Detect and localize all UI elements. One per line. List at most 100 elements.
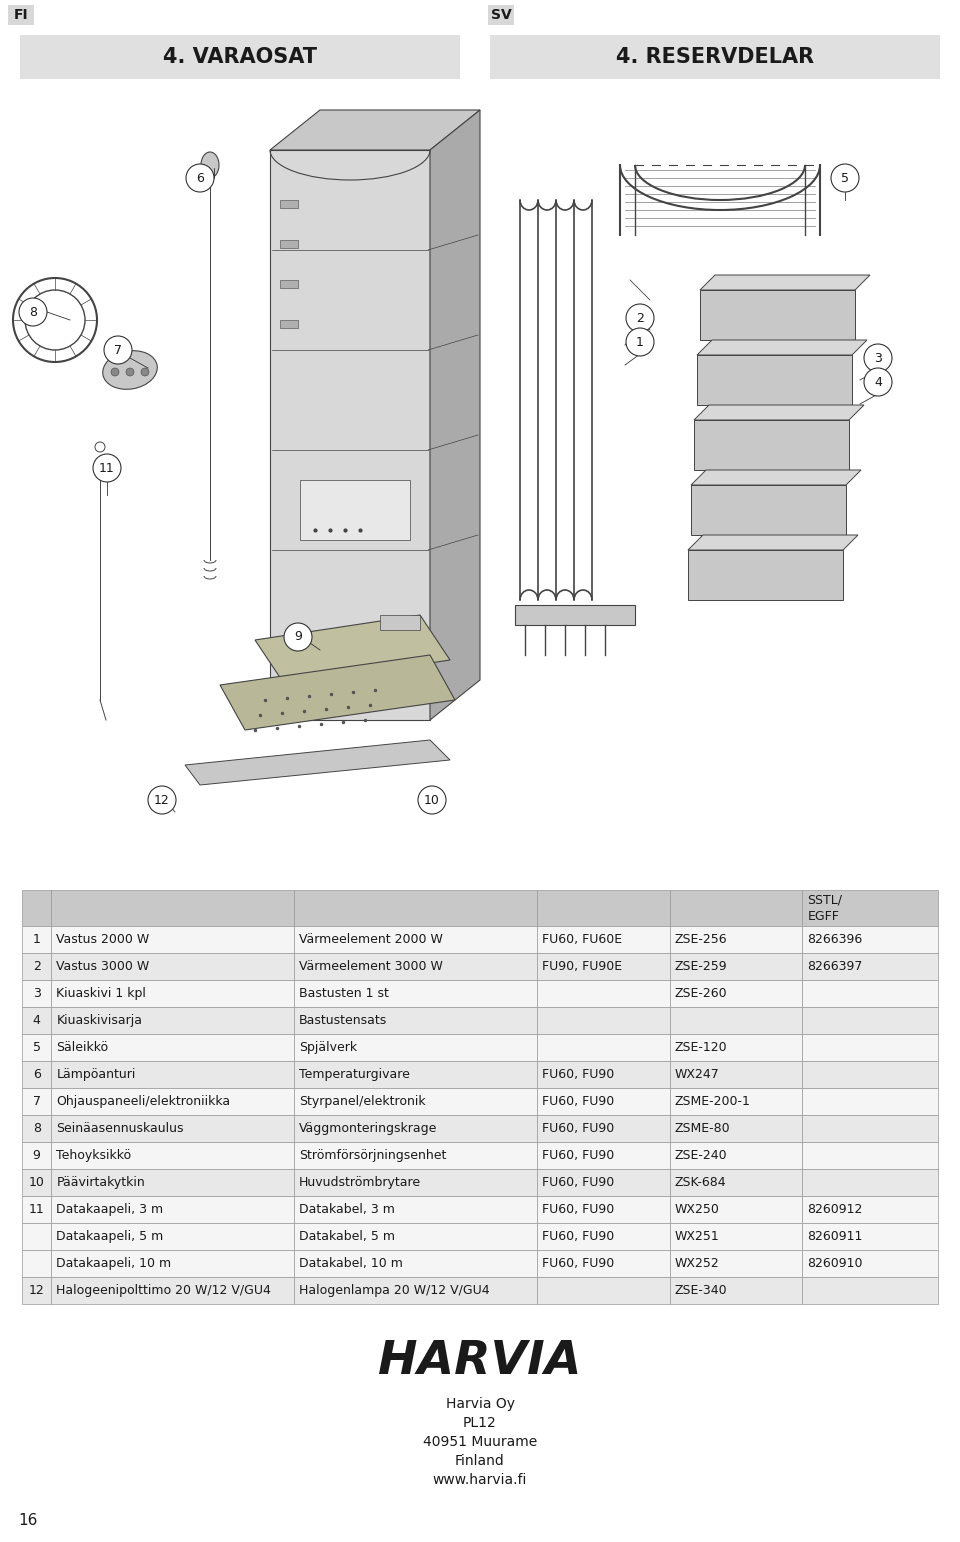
Text: ZSE-259: ZSE-259 bbox=[675, 961, 728, 973]
FancyBboxPatch shape bbox=[294, 1197, 537, 1223]
Text: Kiuaskivi 1 kpl: Kiuaskivi 1 kpl bbox=[57, 987, 146, 1001]
Text: ZSE-120: ZSE-120 bbox=[675, 1041, 728, 1055]
FancyBboxPatch shape bbox=[670, 1007, 803, 1035]
Ellipse shape bbox=[201, 153, 219, 177]
FancyBboxPatch shape bbox=[51, 1169, 294, 1197]
Text: 11: 11 bbox=[29, 1203, 44, 1217]
Text: WX247: WX247 bbox=[675, 1069, 719, 1081]
FancyBboxPatch shape bbox=[803, 1035, 938, 1061]
Circle shape bbox=[93, 453, 121, 483]
FancyBboxPatch shape bbox=[537, 1143, 670, 1169]
Text: 8260912: 8260912 bbox=[807, 1203, 863, 1217]
Text: WX251: WX251 bbox=[675, 1231, 719, 1243]
Text: 10: 10 bbox=[424, 794, 440, 806]
FancyBboxPatch shape bbox=[22, 1061, 51, 1089]
FancyBboxPatch shape bbox=[537, 1007, 670, 1035]
Text: Väggmonteringskrage: Väggmonteringskrage bbox=[300, 1123, 438, 1135]
Text: ZSK-684: ZSK-684 bbox=[675, 1177, 726, 1189]
Text: 8: 8 bbox=[33, 1123, 40, 1135]
Text: Bastusten 1 st: Bastusten 1 st bbox=[300, 987, 389, 1001]
FancyBboxPatch shape bbox=[537, 1035, 670, 1061]
FancyBboxPatch shape bbox=[22, 1035, 51, 1061]
FancyBboxPatch shape bbox=[803, 1277, 938, 1305]
Text: 1: 1 bbox=[33, 933, 40, 945]
FancyBboxPatch shape bbox=[51, 1143, 294, 1169]
FancyBboxPatch shape bbox=[51, 1115, 294, 1143]
Text: 4. VARAOSAT: 4. VARAOSAT bbox=[163, 46, 317, 66]
Text: SSTL/
EGFF: SSTL/ EGFF bbox=[807, 893, 843, 922]
Polygon shape bbox=[697, 339, 867, 355]
Polygon shape bbox=[430, 109, 480, 720]
FancyBboxPatch shape bbox=[803, 1061, 938, 1089]
Text: 8266396: 8266396 bbox=[807, 933, 863, 945]
Text: 2: 2 bbox=[33, 961, 40, 973]
Text: 9: 9 bbox=[33, 1149, 40, 1163]
Text: 16: 16 bbox=[18, 1513, 37, 1528]
Text: 5: 5 bbox=[841, 171, 849, 185]
FancyBboxPatch shape bbox=[22, 1251, 51, 1277]
Polygon shape bbox=[694, 406, 864, 419]
Text: Halogeenipolttimo 20 W/12 V/GU4: Halogeenipolttimo 20 W/12 V/GU4 bbox=[57, 1284, 271, 1297]
Text: PL12: PL12 bbox=[463, 1416, 497, 1429]
FancyBboxPatch shape bbox=[22, 1197, 51, 1223]
Text: Vastus 2000 W: Vastus 2000 W bbox=[57, 933, 150, 945]
Polygon shape bbox=[270, 109, 480, 150]
Text: 12: 12 bbox=[29, 1284, 44, 1297]
FancyBboxPatch shape bbox=[670, 890, 803, 927]
Text: Huvudströmbrytare: Huvudströmbrytare bbox=[300, 1177, 421, 1189]
Polygon shape bbox=[691, 486, 846, 535]
FancyBboxPatch shape bbox=[537, 1277, 670, 1305]
Circle shape bbox=[141, 369, 149, 376]
FancyBboxPatch shape bbox=[670, 1251, 803, 1277]
Text: FU60, FU90: FU60, FU90 bbox=[541, 1123, 614, 1135]
FancyBboxPatch shape bbox=[670, 981, 803, 1007]
FancyBboxPatch shape bbox=[22, 1223, 51, 1251]
Circle shape bbox=[284, 623, 312, 651]
Text: Värmeelement 3000 W: Värmeelement 3000 W bbox=[300, 961, 443, 973]
Text: Finland: Finland bbox=[455, 1454, 505, 1468]
Text: WX252: WX252 bbox=[675, 1257, 719, 1271]
FancyBboxPatch shape bbox=[22, 927, 51, 953]
Text: ZSME-80: ZSME-80 bbox=[675, 1123, 731, 1135]
FancyBboxPatch shape bbox=[294, 1277, 537, 1305]
FancyBboxPatch shape bbox=[294, 1089, 537, 1115]
Text: 8266397: 8266397 bbox=[807, 961, 863, 973]
FancyBboxPatch shape bbox=[8, 5, 34, 25]
FancyBboxPatch shape bbox=[20, 35, 460, 79]
FancyBboxPatch shape bbox=[51, 1089, 294, 1115]
Text: 8260910: 8260910 bbox=[807, 1257, 863, 1271]
FancyBboxPatch shape bbox=[51, 1251, 294, 1277]
Text: 8260911: 8260911 bbox=[807, 1231, 863, 1243]
FancyBboxPatch shape bbox=[294, 1061, 537, 1089]
FancyBboxPatch shape bbox=[51, 953, 294, 981]
FancyBboxPatch shape bbox=[670, 1277, 803, 1305]
Circle shape bbox=[418, 786, 446, 814]
Text: Temperaturgivare: Temperaturgivare bbox=[300, 1069, 410, 1081]
FancyBboxPatch shape bbox=[51, 1197, 294, 1223]
FancyBboxPatch shape bbox=[22, 1115, 51, 1143]
FancyBboxPatch shape bbox=[51, 1007, 294, 1035]
Polygon shape bbox=[697, 355, 852, 406]
Text: Strömförsörjningsenhet: Strömförsörjningsenhet bbox=[300, 1149, 446, 1163]
FancyBboxPatch shape bbox=[537, 1115, 670, 1143]
Polygon shape bbox=[694, 419, 849, 470]
Text: Seinäasennuskaulus: Seinäasennuskaulus bbox=[57, 1123, 183, 1135]
Text: Kiuaskivisarja: Kiuaskivisarja bbox=[57, 1015, 142, 1027]
FancyBboxPatch shape bbox=[280, 200, 298, 208]
Text: 4: 4 bbox=[874, 376, 882, 389]
Circle shape bbox=[19, 298, 47, 325]
Text: Datakabel, 10 m: Datakabel, 10 m bbox=[300, 1257, 403, 1271]
Text: 10: 10 bbox=[29, 1177, 44, 1189]
FancyBboxPatch shape bbox=[670, 1035, 803, 1061]
FancyBboxPatch shape bbox=[22, 1143, 51, 1169]
Text: 1: 1 bbox=[636, 336, 644, 348]
Text: 9: 9 bbox=[294, 631, 302, 643]
Text: Vastus 3000 W: Vastus 3000 W bbox=[57, 961, 150, 973]
Ellipse shape bbox=[103, 350, 157, 389]
FancyBboxPatch shape bbox=[670, 1197, 803, 1223]
FancyBboxPatch shape bbox=[670, 927, 803, 953]
FancyBboxPatch shape bbox=[294, 1143, 537, 1169]
FancyBboxPatch shape bbox=[294, 981, 537, 1007]
Text: FU60, FU90: FU60, FU90 bbox=[541, 1095, 614, 1109]
Text: ZSME-200-1: ZSME-200-1 bbox=[675, 1095, 751, 1109]
